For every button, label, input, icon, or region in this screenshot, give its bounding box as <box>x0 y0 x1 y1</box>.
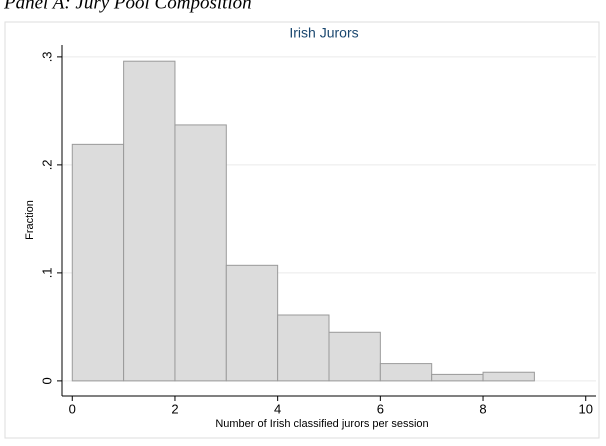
bar <box>123 60 176 382</box>
bar <box>379 363 433 382</box>
y-tick-label: .1 <box>39 267 54 278</box>
x-tick-label: 0 <box>69 401 76 416</box>
x-tick-label: 6 <box>377 401 384 416</box>
x-tick-label: 2 <box>171 401 178 416</box>
bar <box>174 124 227 382</box>
bar <box>225 264 279 382</box>
bar <box>431 373 484 382</box>
y-tick-label: 0 <box>39 377 54 384</box>
y-axis-label: Fraction <box>24 200 36 240</box>
chart-title: Irish Jurors <box>289 25 358 41</box>
bar <box>277 314 330 382</box>
bar <box>71 143 125 382</box>
x-tick-label: 10 <box>578 401 592 416</box>
x-axis-label: Number of Irish classified jurors per se… <box>215 418 428 430</box>
bar <box>482 371 535 382</box>
y-tick-label: .3 <box>39 51 54 62</box>
bar <box>328 331 381 382</box>
x-tick-label: 4 <box>274 401 281 416</box>
panel-title: Panel A: Jury Pool Composition <box>3 0 252 13</box>
x-tick-label: 8 <box>479 401 486 416</box>
y-tick-label: .2 <box>39 159 54 170</box>
